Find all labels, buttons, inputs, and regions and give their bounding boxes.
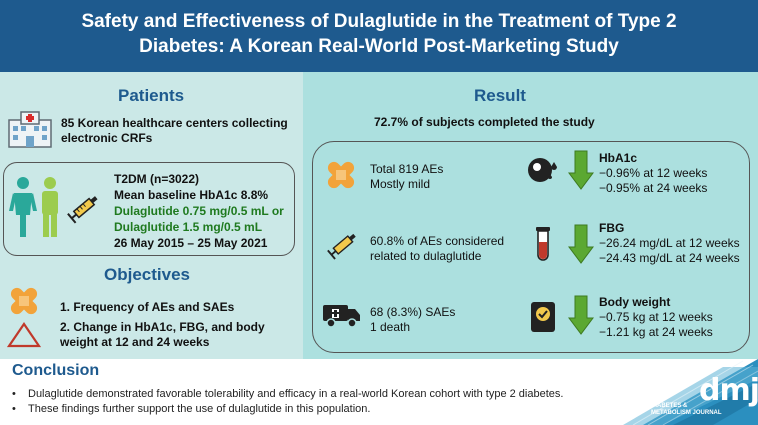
journal-name-line2: METABOLISM JOURNAL	[651, 410, 722, 416]
sae-count: 68 (8.3%) SAEs	[370, 305, 456, 319]
test-tube-icon	[536, 227, 550, 261]
centers-line1: 85 Korean healthcare centers collecting	[61, 116, 288, 130]
glucose-meter-icon	[528, 158, 557, 182]
result-title: Result	[474, 86, 526, 105]
hba1c-title: HbA1c	[599, 151, 638, 165]
right-panel: Result 72.7% of subjects completed the s…	[303, 72, 758, 359]
body-weight-title: Body weight	[599, 295, 671, 309]
related-line1: 60.8% of AEs considered	[370, 234, 505, 248]
down-arrow-icon	[568, 295, 594, 335]
patients-title: Patients	[118, 86, 185, 105]
journal-name: DIABETES & METABOLISM JOURNAL	[651, 403, 722, 417]
centers-text: 85 Korean healthcare centers collecting …	[61, 116, 288, 146]
objective-2-line2: weight at 12 and 24 weeks	[60, 335, 210, 349]
bullet-text: These findings further support the use o…	[28, 403, 371, 415]
page-title-line1: Safety and Effectiveness of Dulaglutide …	[81, 11, 677, 32]
left-panel: Patients 85 Korean healthcare centers co…	[0, 72, 303, 359]
people-icon	[9, 177, 58, 237]
header-banner: Safety and Effectiveness of Dulaglutide …	[0, 0, 758, 72]
related-text: 60.8% of AEs considered related to dulag…	[370, 234, 504, 264]
bandage-icon	[10, 287, 38, 315]
logo-background	[623, 359, 758, 425]
bullet-dot: •	[12, 388, 16, 400]
syringe-icon	[67, 196, 98, 224]
fbg-12-weeks: −26.24 mg/dL at 12 weeks	[599, 236, 740, 250]
ae-mild: Mostly mild	[370, 177, 431, 191]
sae-text: 68 (8.3%) SAEs 1 death	[370, 305, 455, 335]
triangle-icon	[7, 322, 41, 348]
scale-icon	[531, 302, 555, 332]
ae-total: Total 819 AEs	[370, 162, 444, 176]
conclusion-bullet-1: • Dulaglutide demonstrated favorable tole…	[12, 388, 563, 400]
journal-name-line1: DIABETES &	[651, 403, 688, 409]
sae-death: 1 death	[370, 320, 411, 334]
body-weight-24-weeks: −1.21 kg at 24 weeks	[599, 325, 713, 339]
results-box: Total 819 AEs Mostly mild 60.8% of AEs c…	[312, 141, 750, 353]
fbg-block: FBG −26.24 mg/dL at 12 weeks −24.43 mg/d…	[599, 221, 740, 266]
study-dates: 26 May 2015 – 25 May 2021	[114, 236, 268, 250]
conclusion-title: Conclusion	[12, 362, 100, 379]
dose-line2: Dulaglutide 1.5 mg/0.5 mL	[114, 220, 263, 234]
body-weight-12-weeks: −0.75 kg at 12 weeks	[599, 310, 713, 324]
t2dm-box: T2DM (n=3022) Mean baseline HbA1c 8.8% D…	[3, 162, 295, 256]
bandage-icon	[327, 161, 355, 189]
bullet-dot: •	[12, 403, 16, 415]
ambulance-icon	[323, 305, 360, 328]
objectives-title: Objectives	[104, 265, 190, 284]
centers-line2: electronic CRFs	[61, 131, 153, 145]
conclusion-bullet-2: • These findings further support the use …	[12, 403, 370, 415]
down-arrow-icon	[568, 150, 594, 190]
objective-2: 2. Change in HbA1c, FBG, and body weight…	[60, 320, 265, 350]
page-title-line2: Diabetes: A Korean Real-World Post-Marke…	[139, 36, 619, 57]
completed-text: 72.7% of subjects completed the study	[374, 115, 595, 129]
t2dm-count: T2DM (n=3022)	[114, 172, 200, 186]
fbg-24-weeks: −24.43 mg/dL at 24 weeks	[599, 251, 740, 265]
fbg-title: FBG	[599, 221, 625, 235]
journal-logo: dmj DIABETES & METABOLISM JOURNAL	[603, 359, 758, 425]
hba1c-24-weeks: −0.95% at 24 weeks	[599, 181, 708, 195]
hba1c-12-weeks: −0.96% at 12 weeks	[599, 166, 708, 180]
body-weight-block: Body weight −0.75 kg at 12 weeks −1.21 k…	[599, 295, 713, 340]
objective-1: 1. Frequency of AEs and SAEs	[60, 300, 235, 314]
conclusion-section: Conclusion • Dulaglutide demonstrated fav…	[0, 359, 758, 425]
bullet-text: Dulaglutide demonstrated favorable toler…	[28, 388, 564, 400]
dmj-wordmark: dmj	[699, 373, 758, 408]
objective-2-line1: 2. Change in HbA1c, FBG, and body	[60, 320, 265, 334]
t2dm-text: T2DM (n=3022) Mean baseline HbA1c 8.8% D…	[114, 171, 284, 251]
syringe-icon	[327, 233, 356, 260]
down-arrow-icon	[568, 224, 594, 264]
baseline-hba1c: Mean baseline HbA1c 8.8%	[114, 188, 269, 202]
dose-line1: Dulaglutide 0.75 mg/0.5 mL or	[114, 204, 284, 218]
hospital-icon	[8, 111, 52, 148]
related-line2: related to dulaglutide	[370, 249, 482, 263]
ae-text: Total 819 AEs Mostly mild	[370, 162, 443, 192]
hba1c-block: HbA1c −0.96% at 12 weeks −0.95% at 24 we…	[599, 151, 707, 196]
